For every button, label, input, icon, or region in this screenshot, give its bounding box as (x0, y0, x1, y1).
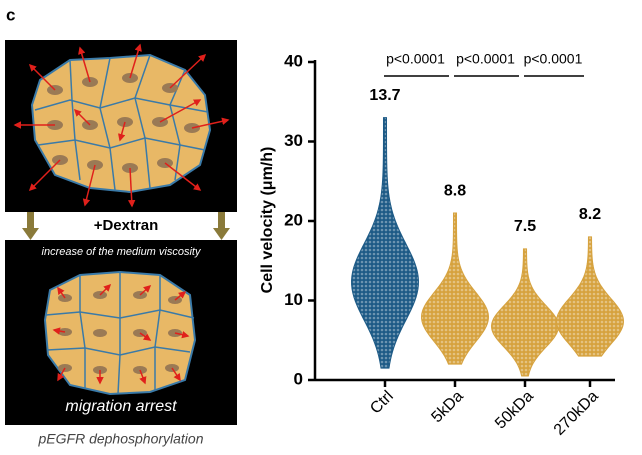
y-axis-label: Cell velocity (μm/h) (259, 147, 276, 294)
swarm (491, 248, 559, 377)
mean-label: 8.2 (579, 206, 601, 223)
y-tick-label: 20 (284, 210, 303, 229)
cells-after (5, 240, 237, 425)
treatment: +Dextran (94, 217, 159, 234)
arrows-down (22, 212, 230, 240)
x-tick-label: Ctrl (367, 388, 397, 418)
p-value: p<0.0001 (386, 51, 445, 67)
y-tick-label: 30 (284, 131, 303, 150)
p-value: p<0.0001 (456, 51, 515, 67)
mean-label: 8.8 (444, 182, 466, 199)
x-tick-label: 5kDa (428, 388, 467, 427)
p-value: p<0.0001 (524, 51, 583, 67)
panel-label: c (6, 5, 15, 24)
cells-before (5, 40, 237, 212)
effect: increase of the medium viscosity (42, 246, 202, 258)
swarm (556, 236, 624, 357)
mean-label: 7.5 (514, 218, 536, 235)
mean-label: 13.7 (369, 87, 400, 104)
y-tick-label: 0 (294, 369, 303, 388)
swarm (351, 117, 419, 369)
caption: pEGFR dephosphorylation (38, 431, 204, 447)
outcome: migration arrest (65, 398, 177, 415)
x-tick-label: 270kDa (551, 388, 602, 439)
y-tick-label: 10 (284, 290, 303, 309)
swarm (421, 212, 489, 365)
y-tick-label: 40 (284, 51, 303, 70)
x-tick-label: 50kDa (492, 388, 537, 433)
